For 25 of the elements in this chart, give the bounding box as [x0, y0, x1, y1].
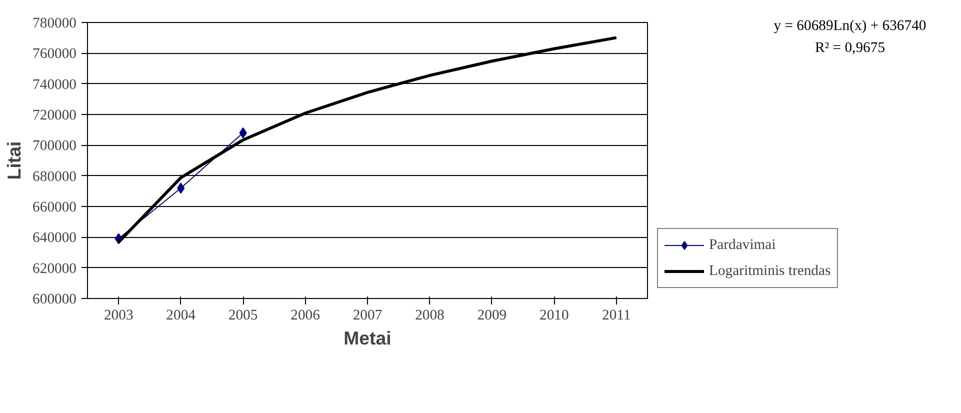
x-tick-label: 2007: [352, 308, 382, 324]
y-axis-title: Litai: [4, 141, 25, 180]
y-tick-label: 740000: [32, 76, 76, 93]
x-tick-label: 2008: [415, 308, 444, 324]
y-tick-label: 600000: [32, 292, 76, 308]
y-tick-label: 700000: [32, 138, 76, 154]
x-tick-label: 2006: [290, 308, 320, 324]
y-tick-label: 780000: [32, 16, 76, 32]
text: y = 60689Ln(x) + 636740: [774, 18, 926, 34]
y-tick-label: 680000: [32, 168, 76, 185]
text: R² = 0,9675: [814, 40, 886, 56]
y-tick-label: 760000: [32, 46, 76, 62]
x-tick-label: 2004: [166, 308, 196, 324]
x-axis-title: Metai: [344, 328, 392, 348]
legend-label: Pardavimai: [709, 236, 776, 254]
legend-label: Logaritminis trendas: [709, 262, 831, 280]
x-tick-label: 2005: [228, 308, 258, 324]
y-tick-label: 620000: [32, 260, 76, 277]
x-tick-label: 2003: [104, 308, 134, 324]
x-tick-label: 2011: [602, 308, 631, 324]
x-tick-label: 2010: [540, 308, 569, 324]
y-tick-label: 720000: [32, 108, 76, 124]
x-tick-label: 2009: [477, 308, 507, 324]
y-tick-label: 660000: [32, 200, 76, 216]
y-tick-label: 640000: [32, 230, 76, 246]
